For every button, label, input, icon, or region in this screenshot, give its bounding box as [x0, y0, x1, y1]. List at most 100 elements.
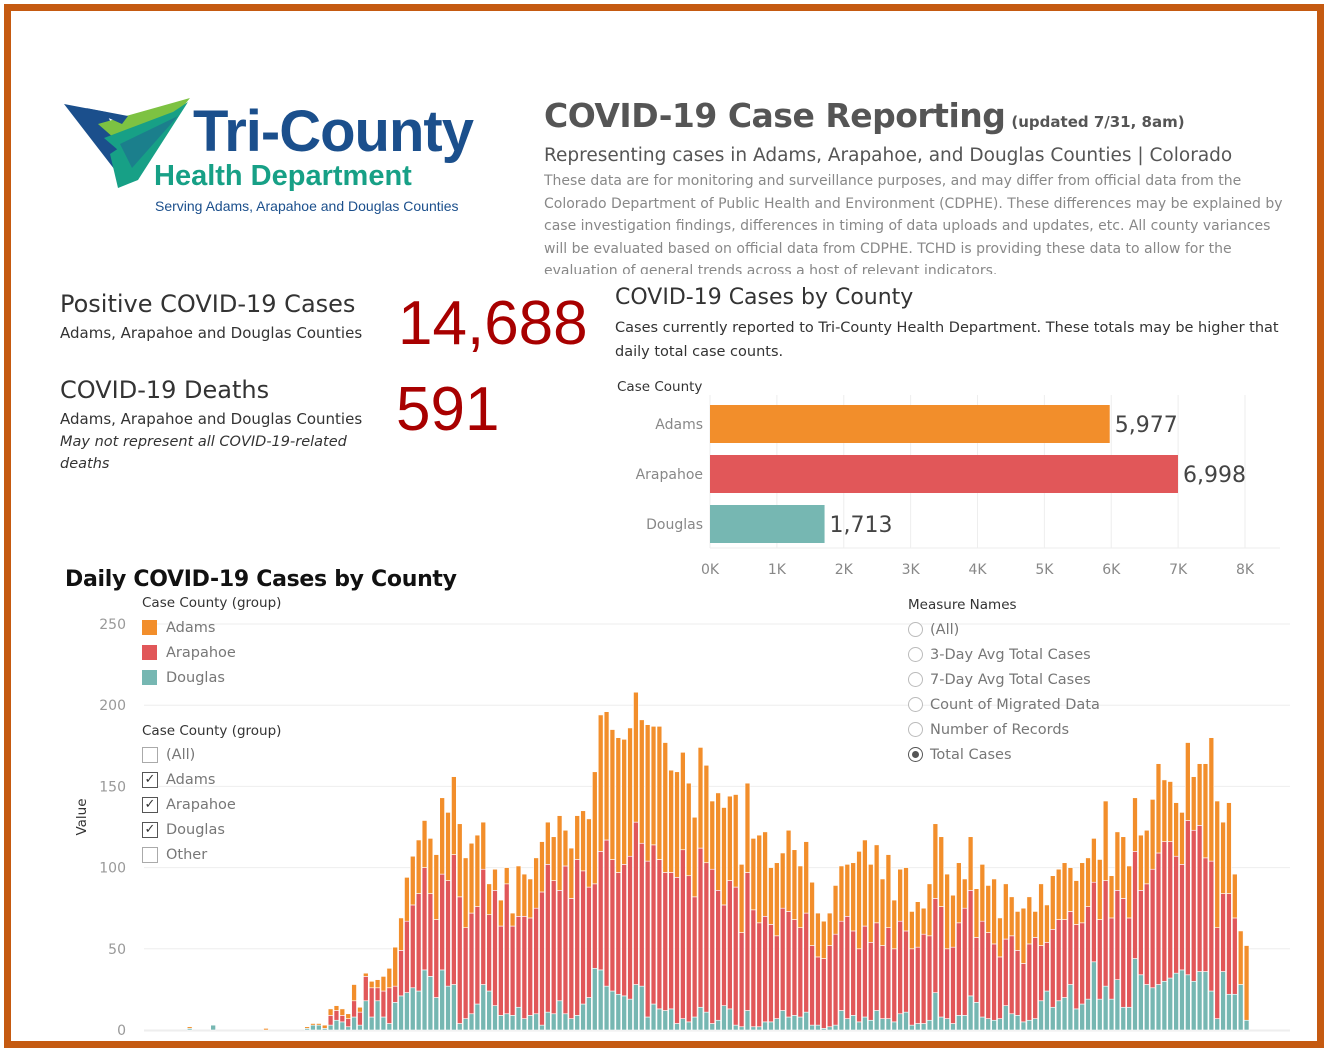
daily-bar-adams[interactable]: [791, 849, 798, 920]
daily-bar-douglas[interactable]: [533, 1013, 539, 1031]
daily-bar-arapahoe[interactable]: [474, 906, 481, 1005]
daily-bar-arapahoe[interactable]: [1097, 919, 1103, 1000]
daily-bar-adams[interactable]: [762, 831, 768, 917]
daily-bar-adams[interactable]: [380, 976, 387, 992]
daily-bar-adams[interactable]: [915, 901, 921, 948]
county-bar-douglas[interactable]: [710, 505, 825, 543]
daily-bar-arapahoe[interactable]: [973, 937, 980, 1003]
daily-bar-adams[interactable]: [750, 838, 757, 911]
daily-bar-arapahoe[interactable]: [1102, 880, 1109, 987]
daily-bar-adams[interactable]: [909, 911, 915, 950]
daily-bar-arapahoe[interactable]: [639, 842, 645, 987]
measure-option-all[interactable]: (All): [908, 617, 1100, 642]
daily-bar-adams[interactable]: [967, 836, 974, 891]
daily-bar-adams[interactable]: [480, 821, 486, 870]
daily-bar-adams[interactable]: [1132, 797, 1138, 852]
daily-bar-adams[interactable]: [445, 812, 451, 881]
daily-bar-adams[interactable]: [316, 1023, 322, 1026]
daily-bar-douglas[interactable]: [1161, 980, 1168, 1031]
daily-bar-arapahoe[interactable]: [550, 880, 557, 1015]
daily-bar-adams[interactable]: [1097, 859, 1103, 920]
daily-bar-adams[interactable]: [697, 747, 704, 849]
daily-bar-douglas[interactable]: [756, 1026, 762, 1031]
daily-bar-douglas[interactable]: [1132, 958, 1138, 1031]
daily-bar-douglas[interactable]: [521, 1018, 528, 1031]
radio-7day[interactable]: [908, 672, 923, 687]
daily-bar-adams[interactable]: [926, 883, 933, 937]
daily-bar-adams[interactable]: [956, 862, 962, 924]
daily-bar-douglas[interactable]: [615, 993, 622, 1031]
daily-bar-arapahoe[interactable]: [615, 872, 622, 995]
daily-bar-douglas[interactable]: [627, 998, 633, 1031]
daily-bar-arapahoe[interactable]: [979, 920, 986, 1018]
daily-bar-adams[interactable]: [797, 865, 804, 928]
daily-bar-adams[interactable]: [1020, 907, 1027, 964]
daily-bar-arapahoe[interactable]: [950, 946, 956, 1024]
daily-bar-adams[interactable]: [668, 769, 674, 873]
daily-bar-adams[interactable]: [862, 839, 868, 927]
daily-bar-adams[interactable]: [979, 864, 986, 922]
daily-bar-douglas[interactable]: [1208, 990, 1215, 1031]
daily-bar-adams[interactable]: [527, 878, 533, 919]
daily-bar-douglas[interactable]: [703, 1011, 710, 1031]
daily-bar-douglas[interactable]: [762, 1021, 768, 1031]
daily-bar-douglas[interactable]: [1237, 984, 1244, 1031]
daily-bar-douglas[interactable]: [956, 1015, 962, 1031]
daily-bar-douglas[interactable]: [738, 1026, 745, 1031]
daily-bar-arapahoe[interactable]: [915, 946, 921, 1024]
daily-bar-arapahoe[interactable]: [997, 956, 1003, 1019]
daily-bar-arapahoe[interactable]: [568, 898, 575, 1019]
daily-bar-arapahoe[interactable]: [803, 912, 809, 1013]
daily-bar-douglas[interactable]: [727, 1008, 733, 1031]
daily-bar-adams[interactable]: [715, 792, 721, 891]
daily-bar-adams[interactable]: [932, 823, 939, 899]
daily-bar-arapahoe[interactable]: [527, 917, 533, 1016]
daily-bar-arapahoe[interactable]: [785, 911, 792, 1018]
daily-bar-douglas[interactable]: [345, 1026, 351, 1031]
daily-bar-douglas[interactable]: [368, 1016, 375, 1031]
daily-bar-arapahoe[interactable]: [762, 916, 768, 1023]
daily-bar-adams[interactable]: [1237, 930, 1244, 985]
daily-bar-douglas[interactable]: [586, 997, 592, 1031]
daily-bar-adams[interactable]: [1173, 802, 1179, 857]
daily-bar-arapahoe[interactable]: [374, 987, 381, 1002]
daily-bar-arapahoe[interactable]: [380, 990, 387, 1018]
daily-bar-douglas[interactable]: [492, 1005, 498, 1031]
daily-bar-arapahoe[interactable]: [357, 1011, 363, 1026]
measure-option-total-cases[interactable]: Total Cases: [908, 742, 1100, 767]
daily-bar-adams[interactable]: [515, 865, 522, 917]
daily-bar-adams[interactable]: [803, 841, 809, 914]
daily-bar-douglas[interactable]: [357, 1024, 363, 1031]
daily-bar-douglas[interactable]: [527, 1015, 533, 1031]
daily-bar-arapahoe[interactable]: [774, 935, 780, 1019]
daily-bar-arapahoe[interactable]: [885, 927, 892, 1019]
daily-bar-adams[interactable]: [562, 829, 569, 867]
daily-bar-arapahoe[interactable]: [856, 948, 862, 1023]
daily-bar-douglas[interactable]: [973, 1002, 980, 1031]
daily-bar-douglas[interactable]: [451, 984, 457, 1031]
daily-bar-adams[interactable]: [503, 867, 510, 885]
filter-option-other[interactable]: Other: [142, 842, 281, 867]
daily-bar-adams[interactable]: [1126, 865, 1132, 919]
daily-bar-douglas[interactable]: [920, 1023, 927, 1031]
legend-item-arapahoe[interactable]: Arapahoe: [142, 640, 281, 665]
daily-bar-douglas[interactable]: [621, 995, 627, 1031]
daily-bar-adams[interactable]: [392, 946, 398, 987]
daily-bar-douglas[interactable]: [662, 1010, 669, 1031]
daily-bar-adams[interactable]: [586, 818, 592, 888]
daily-bar-adams[interactable]: [609, 729, 616, 860]
daily-bar-douglas[interactable]: [1038, 1000, 1044, 1031]
daily-bar-adams[interactable]: [732, 794, 739, 888]
daily-bar-douglas[interactable]: [1144, 984, 1150, 1031]
daily-bar-douglas[interactable]: [1149, 987, 1156, 1031]
daily-bar-douglas[interactable]: [433, 997, 440, 1031]
daily-bar-douglas[interactable]: [392, 1002, 398, 1031]
daily-bar-douglas[interactable]: [686, 1021, 692, 1031]
legend-item-douglas[interactable]: Douglas: [142, 665, 281, 690]
daily-bar-arapahoe[interactable]: [386, 987, 393, 1024]
daily-bar-arapahoe[interactable]: [421, 867, 428, 971]
daily-bar-arapahoe[interactable]: [351, 1000, 357, 1018]
daily-bar-arapahoe[interactable]: [404, 920, 410, 993]
daily-bar-douglas[interactable]: [1120, 1006, 1126, 1031]
daily-bar-adams[interactable]: [709, 800, 715, 870]
